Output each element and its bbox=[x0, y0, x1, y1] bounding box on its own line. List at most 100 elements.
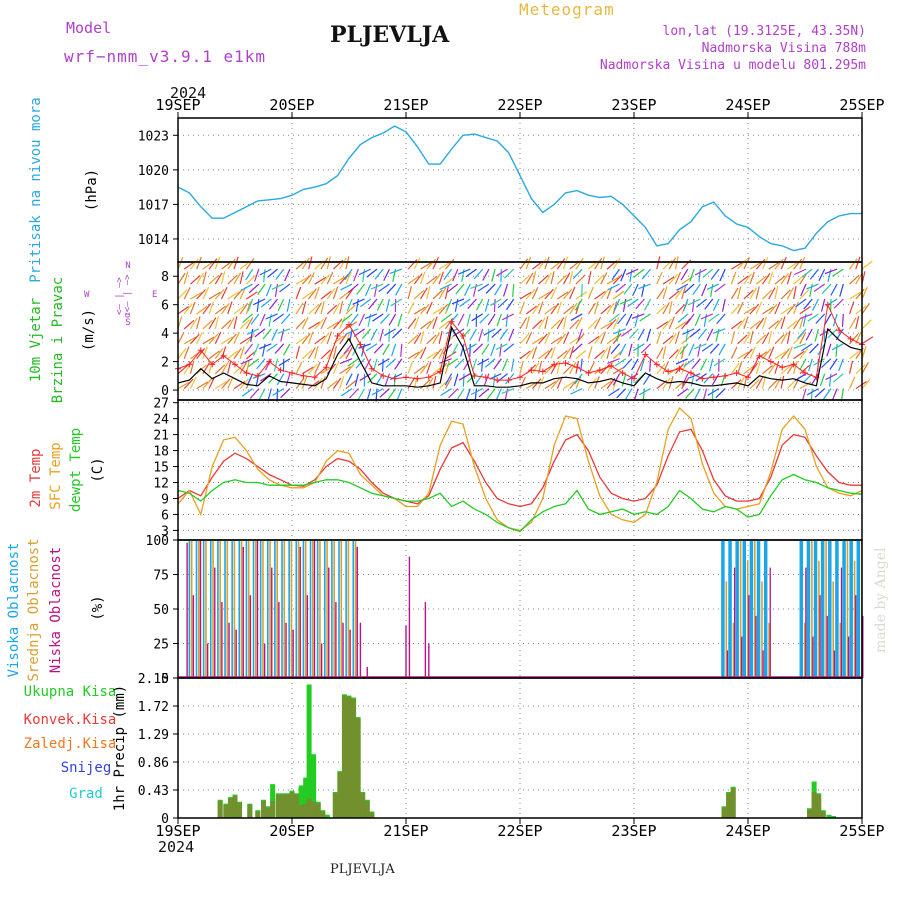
wind-arrow bbox=[295, 346, 301, 359]
y-tick-label: 2.15 bbox=[138, 672, 169, 687]
wind-arrow bbox=[606, 361, 614, 374]
wind-arrow bbox=[368, 298, 378, 310]
wind-arrow bbox=[656, 271, 663, 285]
wind-arrow bbox=[496, 268, 508, 277]
wind-arrow bbox=[445, 298, 453, 312]
wind-arrow bbox=[478, 328, 484, 342]
wind-arrow bbox=[632, 283, 639, 297]
wind-arrow bbox=[308, 256, 313, 270]
wind-arrow bbox=[347, 358, 359, 367]
wind-gust-marker bbox=[722, 372, 729, 379]
cloud-low-bar bbox=[214, 567, 216, 678]
wind-arrow bbox=[320, 301, 325, 315]
wind-arrow bbox=[668, 290, 680, 300]
wind-arrow bbox=[730, 303, 741, 315]
wind-arrow bbox=[556, 258, 566, 270]
wind-arrow bbox=[799, 289, 810, 300]
wind-arrow bbox=[550, 302, 560, 315]
wind-arrow bbox=[444, 361, 450, 374]
wind-arrow bbox=[712, 298, 720, 312]
wind-arrow bbox=[239, 336, 252, 345]
wind-arrow bbox=[607, 358, 620, 364]
wind-gust-marker bbox=[277, 367, 284, 374]
wind-arrow bbox=[675, 304, 686, 315]
wind-arrow bbox=[367, 373, 378, 384]
wind-arrow bbox=[495, 343, 508, 351]
wind-arrow bbox=[308, 347, 316, 360]
wind-arrow bbox=[426, 286, 431, 300]
wind-arrow bbox=[563, 364, 574, 375]
wind-arrow bbox=[333, 318, 343, 330]
wind-arrow bbox=[457, 313, 465, 326]
wind-arrow bbox=[354, 373, 359, 387]
wind-arrow bbox=[786, 287, 795, 300]
wind-arrow bbox=[239, 271, 244, 285]
cloud-high-bar bbox=[352, 540, 355, 678]
wind-arrow bbox=[220, 271, 226, 285]
wind-arrow bbox=[831, 343, 844, 351]
x-tick-label-top: 21SEP bbox=[383, 96, 428, 114]
precip-convective-bar bbox=[232, 795, 238, 818]
wind-arrow bbox=[556, 317, 565, 330]
wind-gust-marker bbox=[494, 377, 501, 384]
wind-arrow bbox=[183, 378, 194, 390]
wind-arrow bbox=[706, 328, 714, 341]
wind-arrow bbox=[656, 256, 661, 270]
wind-arrow bbox=[227, 258, 236, 270]
precip-bars bbox=[217, 684, 836, 818]
wind-arrow bbox=[196, 331, 203, 345]
wind-arrow bbox=[440, 388, 452, 397]
wind-arrow bbox=[263, 269, 266, 283]
wind-arrow bbox=[768, 346, 775, 359]
wind-arrow bbox=[407, 361, 414, 374]
wind-arrow bbox=[668, 257, 677, 270]
cloud-low-bar bbox=[199, 540, 202, 678]
cloud-mid-bar bbox=[846, 540, 849, 678]
precip-convective-bar bbox=[369, 812, 375, 818]
wind-arrow bbox=[501, 388, 515, 395]
wind-arrow bbox=[768, 379, 779, 390]
wind-arrow bbox=[519, 258, 529, 270]
wind-gust-marker bbox=[665, 368, 672, 375]
wind-arrow bbox=[295, 302, 304, 315]
wind-arrow bbox=[377, 358, 390, 366]
wind-arrow bbox=[432, 316, 438, 330]
precip-convective-bar bbox=[289, 791, 295, 818]
wind-arrow bbox=[550, 286, 557, 300]
cloud-low-bar bbox=[840, 567, 843, 678]
wind-arrow bbox=[262, 328, 272, 340]
wind-arrow bbox=[177, 305, 189, 315]
wind-arrow bbox=[371, 388, 384, 396]
wind-arrow bbox=[606, 302, 615, 315]
wind-arrow bbox=[711, 373, 720, 386]
cloud-high-bar bbox=[345, 540, 347, 678]
wind-arrow bbox=[202, 271, 207, 285]
wind-arrow bbox=[594, 376, 600, 389]
year-top: 2024 bbox=[170, 84, 207, 102]
wind-arrow bbox=[662, 302, 670, 315]
wind-arrow bbox=[575, 333, 585, 345]
cloud-mid-bar bbox=[725, 581, 728, 678]
wind-arrow bbox=[444, 286, 449, 300]
wind-arrow bbox=[799, 331, 807, 345]
wind-arrow bbox=[372, 313, 384, 322]
wind-arrow bbox=[749, 346, 756, 359]
wind-arrow bbox=[248, 358, 260, 368]
wind-arrow bbox=[544, 316, 549, 330]
wind-arrow bbox=[464, 283, 471, 296]
wind-arrow bbox=[365, 343, 378, 352]
wind-arrow bbox=[388, 313, 397, 326]
cloud-low-bar bbox=[263, 643, 266, 678]
compass-axis: <— | —> bbox=[115, 276, 125, 315]
wind-arrow bbox=[332, 302, 341, 315]
wind-arrow bbox=[472, 343, 484, 354]
wind-arrow bbox=[755, 376, 764, 389]
wind-arrow bbox=[473, 268, 484, 280]
cloud-high-bar bbox=[238, 540, 241, 678]
wind-arrow bbox=[245, 274, 257, 285]
wind-arrow bbox=[400, 343, 403, 357]
wind-arrow bbox=[189, 376, 197, 389]
wind-arrow bbox=[643, 298, 652, 311]
wind-arrow bbox=[208, 274, 220, 285]
cloud-low-bar bbox=[741, 636, 743, 678]
